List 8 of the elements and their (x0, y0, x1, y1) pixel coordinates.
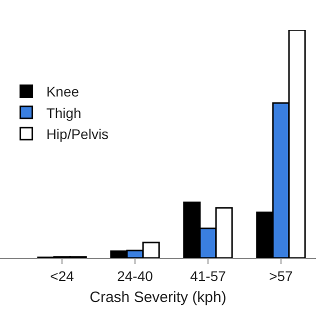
x-tick-label: 24-40 (117, 268, 154, 284)
x-axis-title: Crash Severity (kph) (90, 288, 226, 306)
x-tick-label: >57 (269, 268, 294, 284)
x-tick-label: <24 (50, 268, 74, 284)
legend-label: Knee (46, 84, 80, 100)
x-tick-label: 41-57 (190, 268, 226, 284)
legend-label: Hip/Pelvis (46, 126, 109, 142)
legend-label: Thigh (46, 104, 82, 121)
